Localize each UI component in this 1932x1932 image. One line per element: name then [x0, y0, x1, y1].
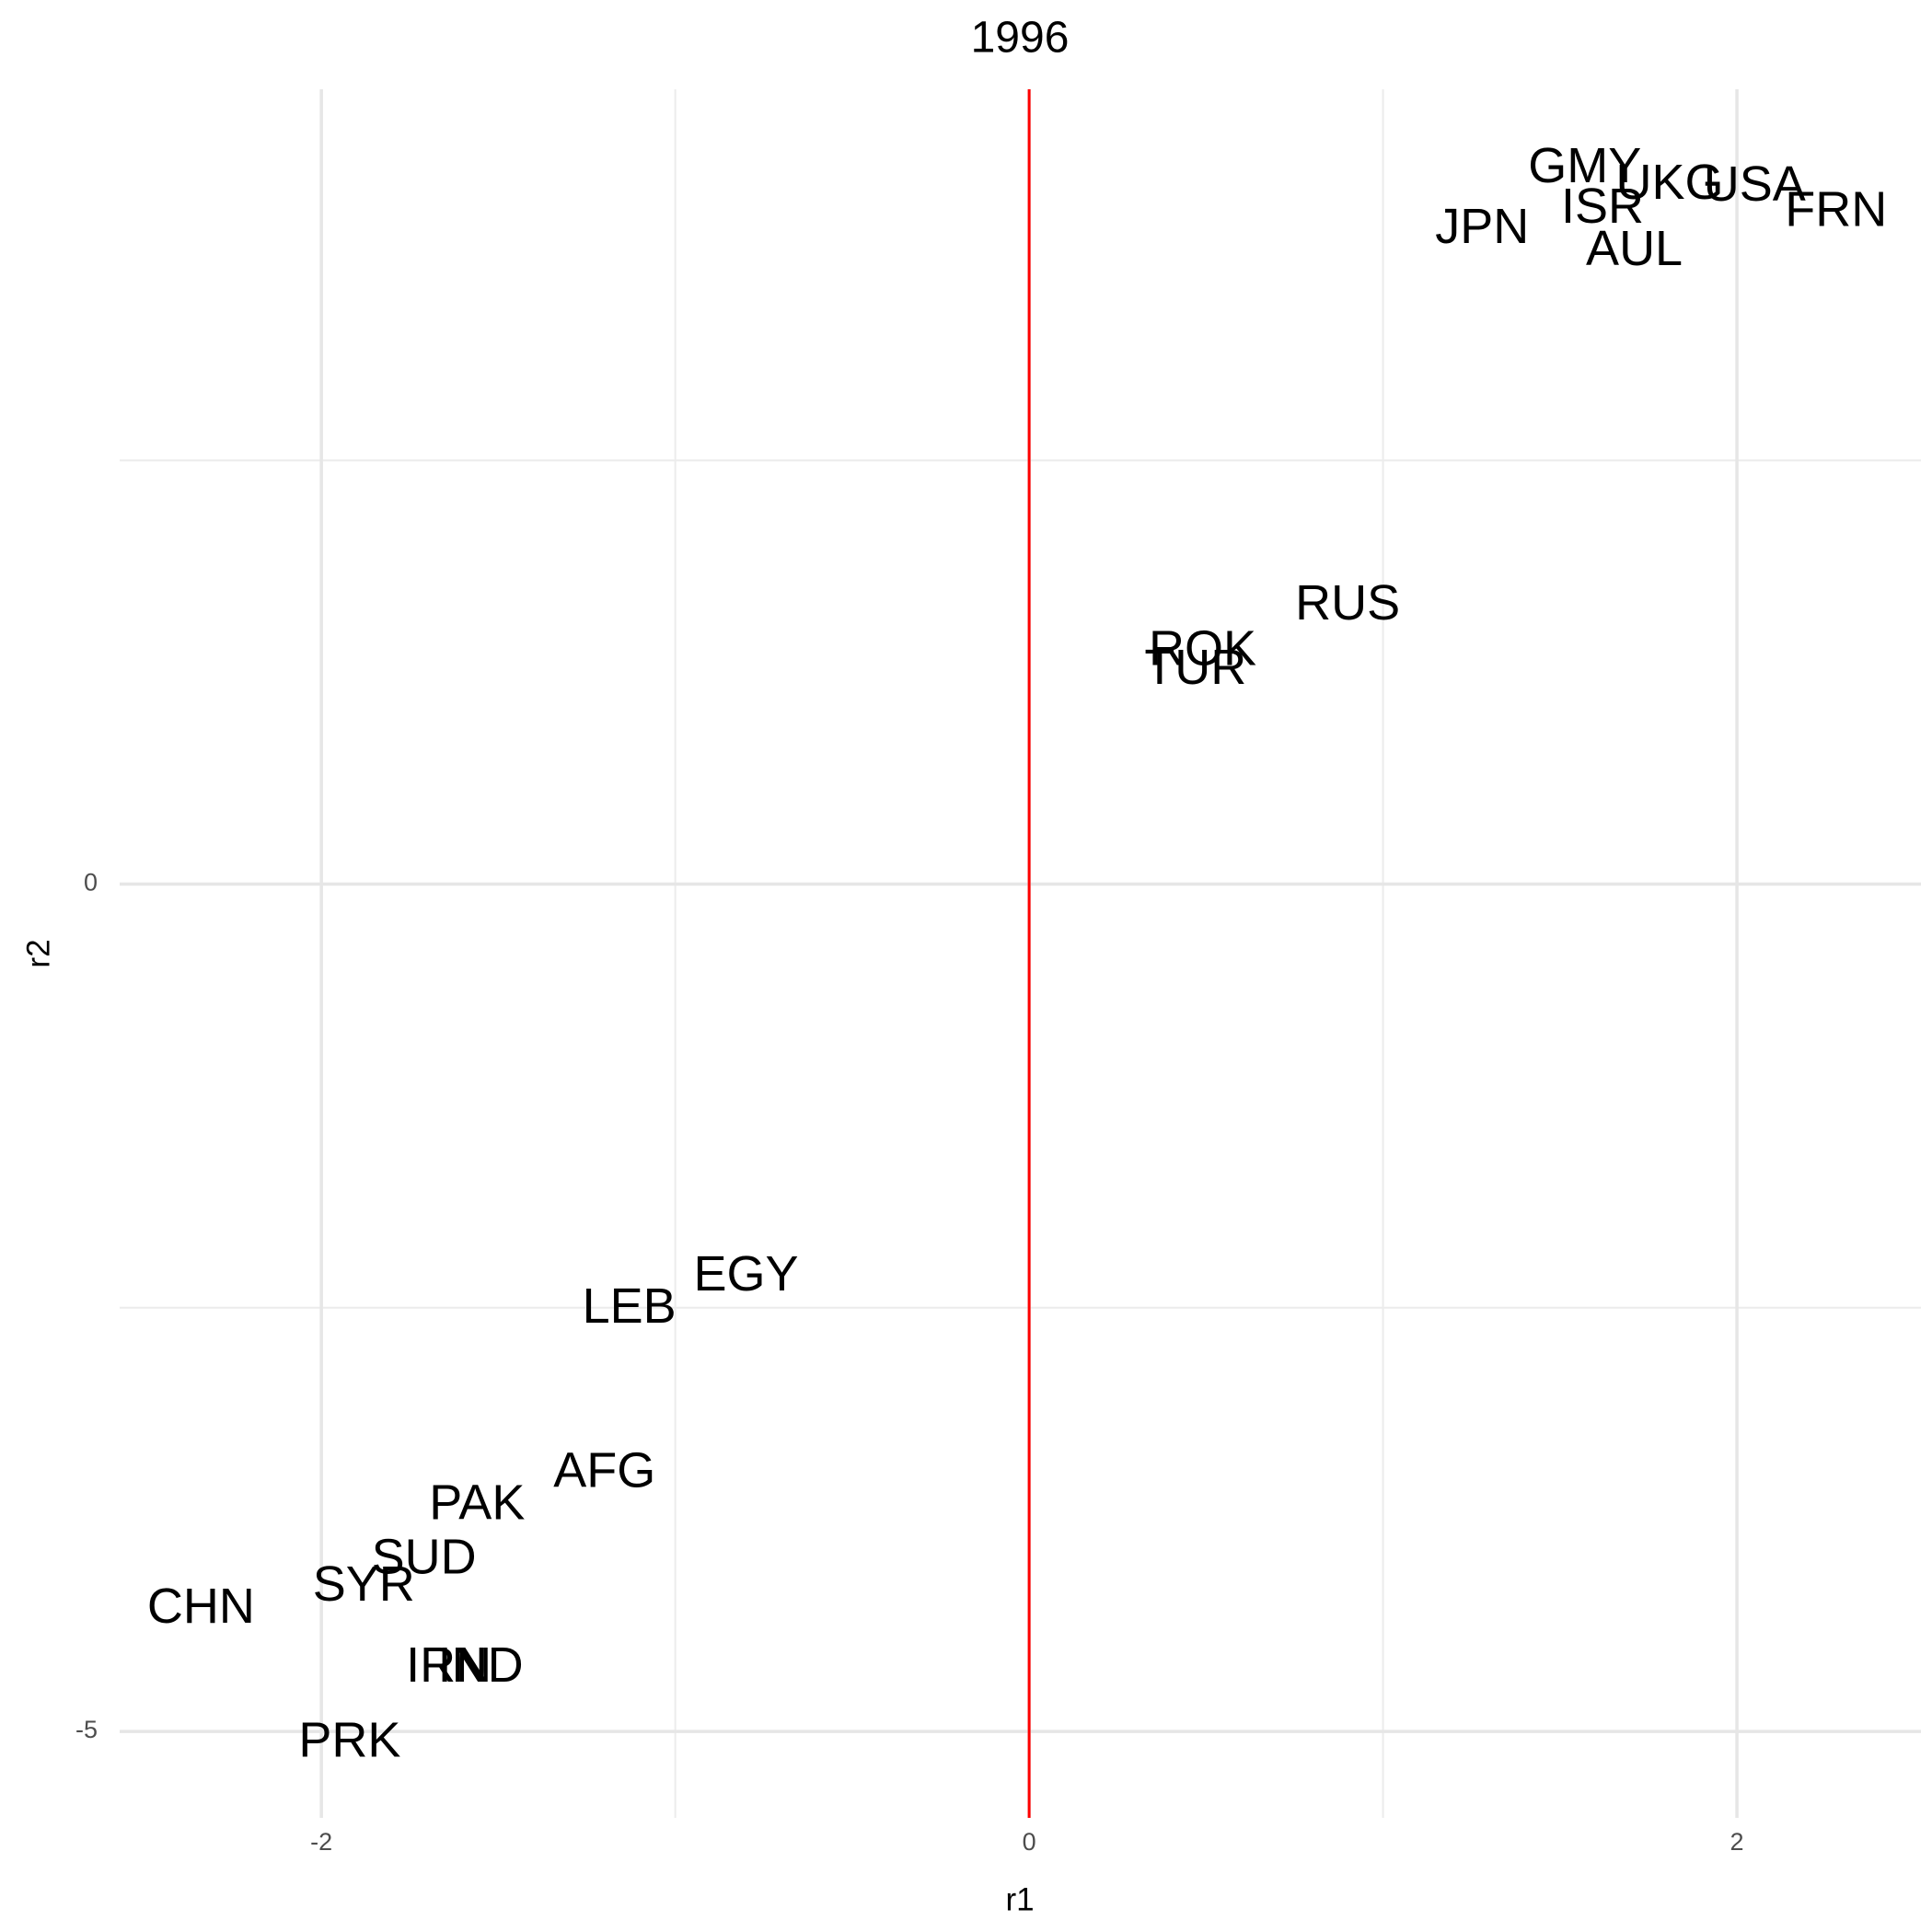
chart-title: 1996 — [971, 14, 1070, 63]
x-tick-label: 0 — [1023, 1828, 1036, 1856]
point-label: FRN — [1785, 182, 1887, 237]
point-label: ROK — [1149, 621, 1256, 677]
point-label: PAK — [429, 1475, 525, 1530]
point-label: GMY — [1528, 138, 1641, 193]
point-label: PRK — [298, 1712, 400, 1767]
point-label: AUL — [1586, 221, 1683, 276]
point-label: UKG — [1616, 155, 1724, 210]
point-label: EGY — [694, 1246, 799, 1301]
x-tick-label: 2 — [1730, 1828, 1744, 1856]
point-label: SUD — [372, 1529, 477, 1584]
point-label: USA — [1704, 156, 1806, 212]
point-label: ISR — [1561, 179, 1644, 234]
x-axis-title: r1 — [1005, 1881, 1034, 1917]
point-label: TUR — [1144, 640, 1246, 695]
point-label: AFG — [553, 1443, 655, 1498]
y-tick-label: -5 — [75, 1716, 98, 1743]
point-label: IND — [438, 1637, 524, 1693]
x-tick-label: -2 — [310, 1828, 332, 1856]
point-label: IRN — [406, 1637, 492, 1693]
y-axis-title: r2 — [20, 939, 56, 967]
point-label: SYR — [313, 1556, 415, 1612]
point-label: LEB — [583, 1278, 677, 1334]
point-label: RUS — [1295, 575, 1400, 631]
point-label: CHN — [147, 1579, 255, 1634]
y-tick-label: 0 — [84, 869, 98, 897]
point-label: JPN — [1435, 199, 1529, 254]
